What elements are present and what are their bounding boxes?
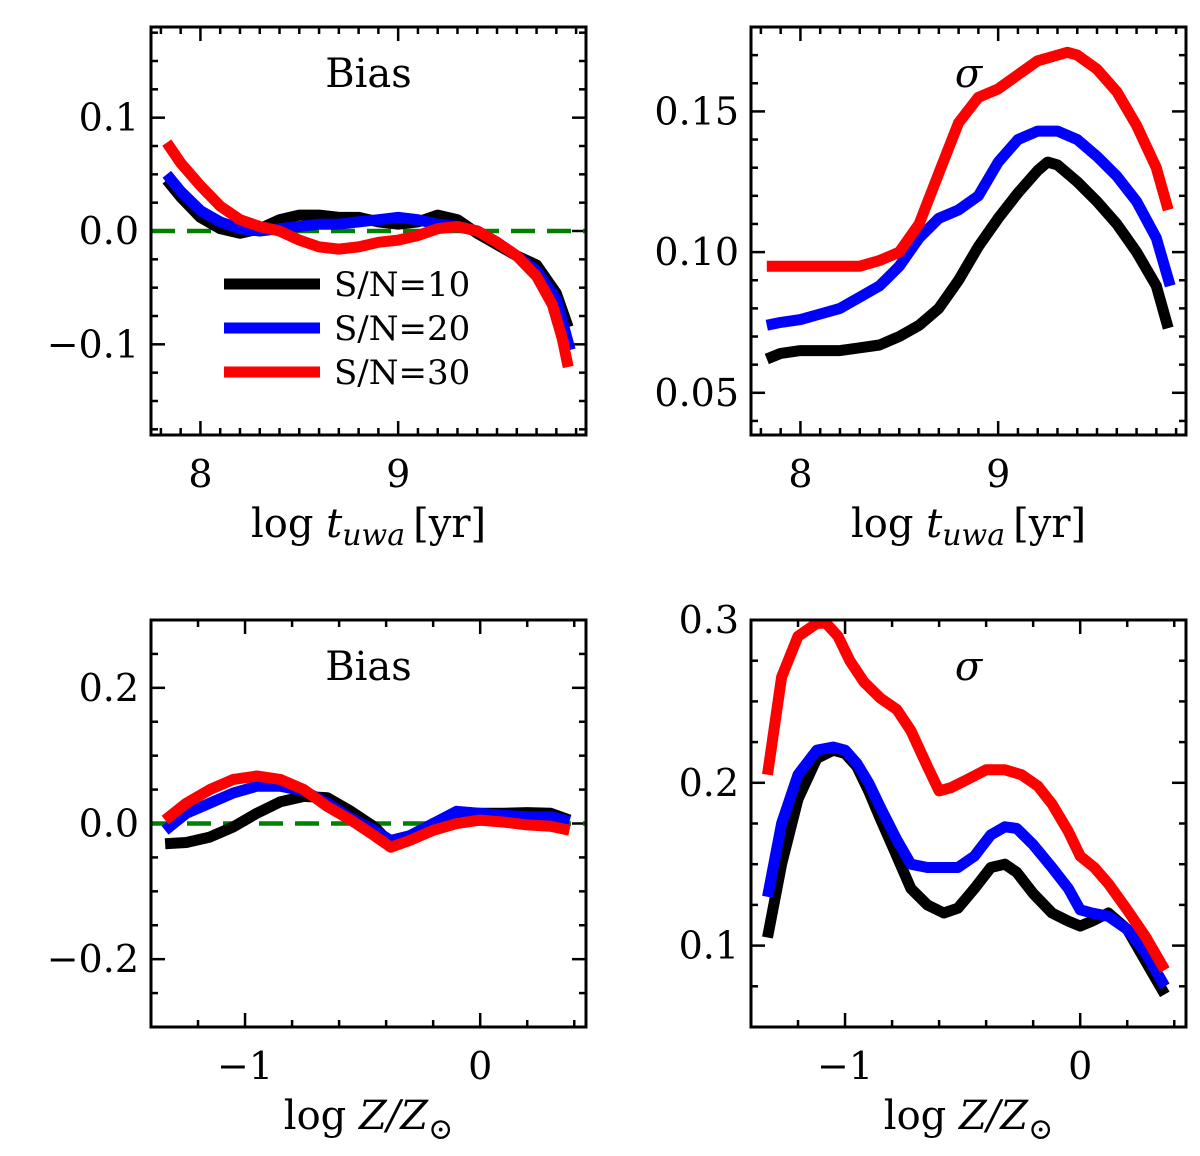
x-axis-title-symbol: Z/Z	[357, 1093, 429, 1139]
x-axis-title-subscript: ⊙	[1028, 1112, 1053, 1147]
axes-frame	[749, 618, 1188, 1029]
panel-3: −1 0 0.2 0.0 −0.2 Bias log Z/Z⊙	[47, 618, 588, 1147]
panel-1: 8 9 0.1 0.0 −0.1 Bias log tuwa [yr] S/N=10S/N=2…	[47, 25, 588, 553]
series-line-s-n-30	[161, 770, 571, 853]
x-axis-title-subscript: uwa	[342, 518, 405, 553]
y-tick-label: 0.0	[79, 209, 139, 253]
y-tick-label: 0.2	[79, 666, 139, 710]
x-tick-label: 8	[188, 452, 212, 496]
panel-title: σ	[955, 644, 984, 690]
x-axis-title-part: log	[851, 501, 926, 547]
axes-frame	[149, 25, 588, 437]
legend-label: S/N=20	[334, 309, 470, 349]
x-axis-title-symbol: t	[926, 501, 943, 547]
x-tick-label: 0	[468, 1044, 492, 1088]
series-line-s-n-10	[764, 156, 1174, 365]
x-axis-title: log Z/Z⊙	[884, 1093, 1053, 1147]
panel-title: σ	[955, 51, 984, 97]
series-line-s-n-20	[765, 125, 1176, 331]
x-tick-label: −1	[217, 1044, 273, 1088]
series-line-s-n-20	[762, 741, 1170, 990]
x-tick-label: 0	[1068, 1044, 1092, 1088]
x-axis-title-subscript: ⊙	[428, 1112, 453, 1147]
y-tick-label: 0.2	[679, 761, 739, 805]
x-axis-title-part: log	[284, 1093, 359, 1139]
x-axis-title: log Z/Z⊙	[284, 1093, 453, 1147]
panel-4: −1 0 0.1 0.2 0.3 σ log Z/Z⊙	[679, 598, 1188, 1147]
y-tick-label: 0.1	[79, 96, 139, 140]
x-tick-label: 9	[386, 452, 410, 496]
y-tick-label: −0.1	[47, 322, 139, 366]
axes-frame	[149, 618, 588, 1029]
series-line-s-n-30	[162, 139, 574, 369]
panel-2: 8 9 0.05 0.10 0.15 σ log tuwa [yr]	[654, 25, 1188, 553]
y-tick-label: 0.10	[654, 230, 739, 274]
x-axis-title: log tuwa [yr]	[251, 501, 486, 553]
x-tick-label: −1	[817, 1044, 873, 1088]
x-tick-label: 8	[788, 452, 812, 496]
x-tick-label: 9	[986, 452, 1010, 496]
x-axis-title-part: log	[884, 1093, 959, 1139]
y-tick-label: 0.05	[654, 371, 739, 415]
y-tick-label: 0.1	[679, 924, 739, 968]
y-tick-label: −0.2	[47, 937, 139, 981]
series-line-s-n-30	[762, 620, 1170, 973]
series-line-s-n-30	[766, 46, 1174, 272]
x-axis-title-symbol: t	[326, 501, 343, 547]
legend: S/N=10S/N=20S/N=30	[224, 265, 470, 393]
y-tick-label: 0.3	[679, 598, 739, 642]
x-axis-title-unit: [yr]	[405, 501, 486, 547]
x-axis-title: log tuwa [yr]	[851, 501, 1086, 553]
panel-title: Bias	[325, 51, 412, 97]
legend-label: S/N=10	[334, 265, 470, 305]
axes-frame	[749, 25, 1188, 437]
y-tick-label: 0.15	[654, 89, 739, 133]
panel-title: Bias	[325, 644, 412, 690]
y-tick-label: 0.0	[79, 802, 139, 846]
x-axis-title-part: log	[251, 501, 326, 547]
x-axis-title-symbol: Z/Z	[957, 1093, 1029, 1139]
legend-label: S/N=30	[334, 353, 470, 393]
x-axis-title-subscript: uwa	[942, 518, 1005, 553]
x-axis-title-unit: [yr]	[1005, 501, 1086, 547]
